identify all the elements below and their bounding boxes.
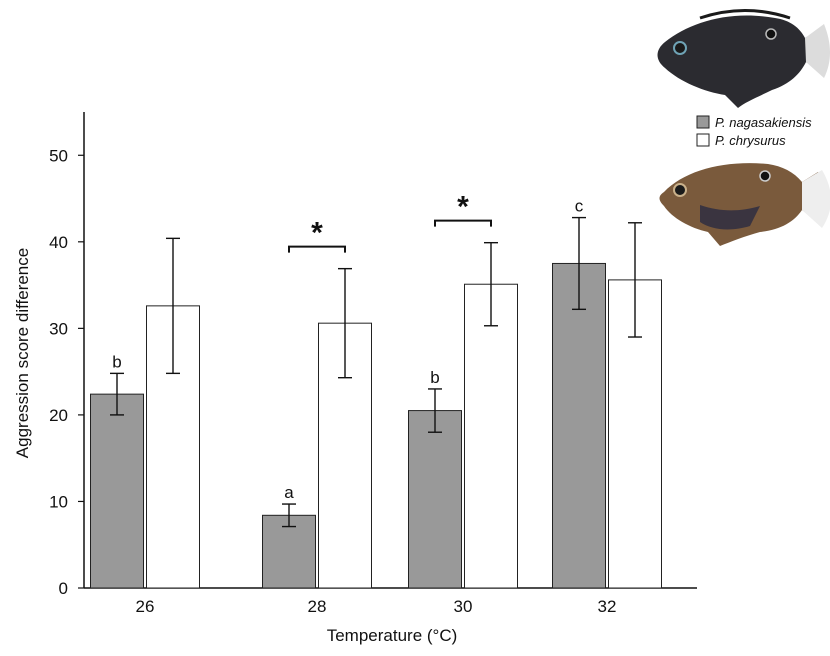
- significance-letter: b: [112, 352, 121, 371]
- legend-label-chrysurus: P. chrysurus: [715, 133, 786, 148]
- bar-chrysurus-30: [465, 284, 518, 588]
- bar-nagasakiensis-32: [553, 263, 606, 588]
- significance-letter: b: [430, 368, 439, 387]
- y-tick-label: 20: [49, 406, 68, 425]
- x-tick-label: 28: [308, 597, 327, 616]
- legend: P. nagasakiensis P. chrysurus: [697, 115, 812, 148]
- y-tick-label: 10: [49, 492, 68, 511]
- x-tick-label: 26: [136, 597, 155, 616]
- x-axis-title: Temperature (°C): [327, 626, 458, 645]
- significance-letter: c: [575, 197, 584, 216]
- x-tick-label: 30: [454, 597, 473, 616]
- y-tick-label: 30: [49, 319, 68, 338]
- bar-nagasakiensis-26: [91, 394, 144, 588]
- plot-area: 0 10 20 30 40 50 26 28 30 32 b a b c * *: [49, 112, 697, 616]
- significance-star: *: [311, 217, 323, 250]
- legend-swatch-chrysurus: [697, 134, 709, 146]
- y-tick-label: 0: [59, 579, 68, 598]
- legend-label-nagasakiensis: P. nagasakiensis: [715, 115, 812, 130]
- bar-nagasakiensis-30: [409, 411, 462, 588]
- legend-swatch-nagasakiensis: [697, 116, 709, 128]
- x-tick-label: 32: [598, 597, 617, 616]
- y-axis-title: Aggression score difference: [13, 248, 32, 458]
- brown-fish-photo: [660, 163, 830, 246]
- y-tick-label: 40: [49, 233, 68, 252]
- dark-fish-photo: [658, 11, 830, 109]
- y-tick-label: 50: [49, 146, 68, 165]
- significance-star: *: [457, 191, 469, 224]
- significance-letter: a: [284, 483, 294, 502]
